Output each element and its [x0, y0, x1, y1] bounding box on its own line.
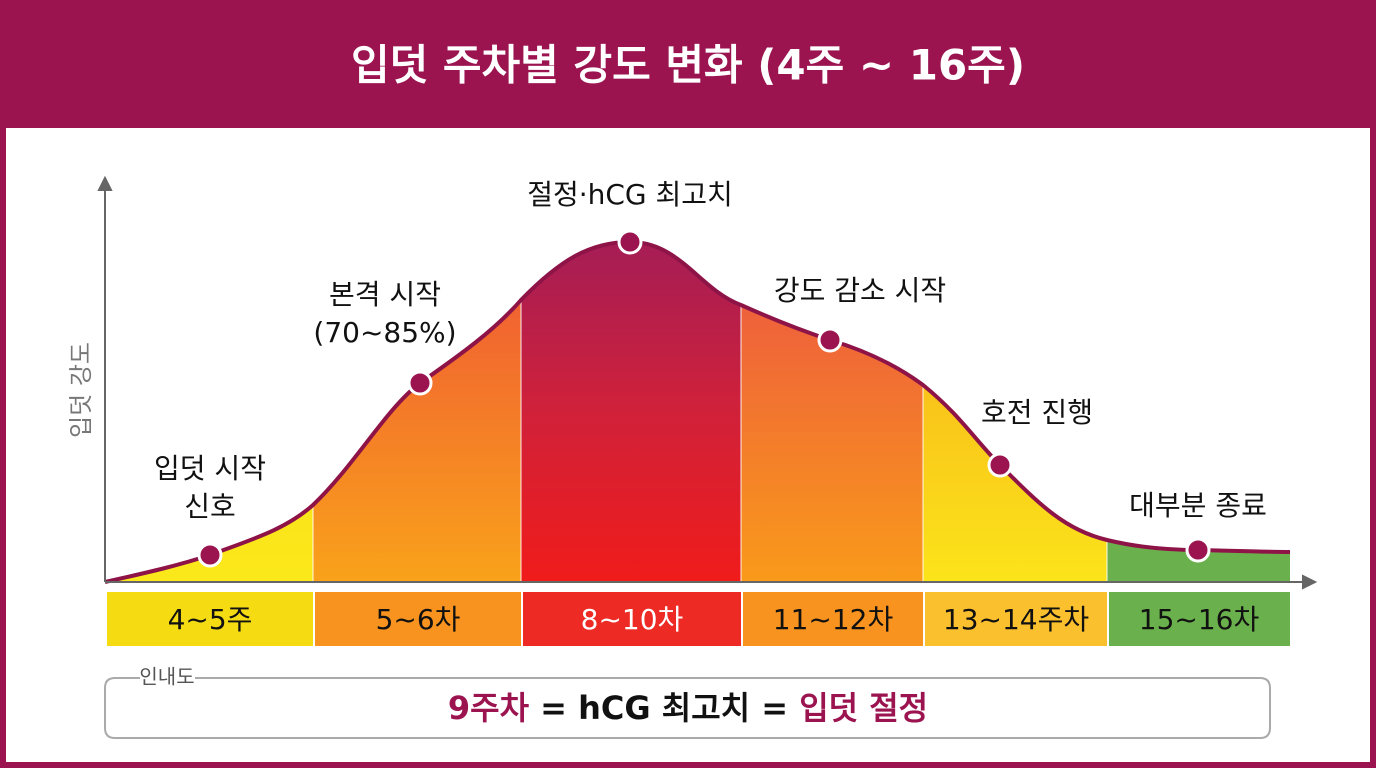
- period-box: [315, 592, 521, 646]
- legend-text: 9주차 = hCG 최고치 = 입덧 절정: [448, 689, 928, 727]
- legend-box: [104, 677, 1271, 739]
- title: 입덧 주차별 강도 변화 (4주 ~ 16주): [351, 41, 1025, 90]
- axis-arrow: [1302, 574, 1318, 590]
- legend-part: 9주차: [448, 689, 530, 727]
- period-label: 13~14주차: [943, 603, 1089, 636]
- axis-arrow: [97, 175, 113, 191]
- period-box: [1109, 592, 1290, 646]
- legend-part: = hCG 최고치 =: [529, 689, 799, 727]
- annotation: 절정·hCG 최고치: [527, 178, 733, 211]
- period-label: 4~5주: [168, 603, 253, 636]
- band: [521, 242, 741, 582]
- annotation: 신호: [184, 490, 236, 523]
- point: [617, 229, 643, 255]
- annotation: 대부분 종료: [1129, 489, 1267, 522]
- period-box: [925, 592, 1107, 646]
- period-box: [523, 592, 741, 646]
- annotation: 본격 시작: [329, 278, 441, 311]
- annotation: 입덧 시작: [154, 452, 266, 485]
- point: [1185, 537, 1211, 563]
- period-label: 11~12차: [773, 603, 893, 636]
- period-label: 5~6차: [376, 603, 461, 636]
- legend-part: 입덧 절정: [799, 689, 928, 727]
- legend-label: 인내도: [139, 665, 194, 689]
- point: [407, 370, 433, 396]
- curve: [104, 239, 1291, 584]
- period-box: [107, 592, 313, 646]
- y-axis-label: 입덧 강도: [67, 342, 95, 438]
- period-box: [743, 592, 923, 646]
- point: [987, 452, 1013, 478]
- period-label: 15~16차: [1139, 603, 1259, 636]
- annotation: (70~85%): [313, 316, 456, 349]
- period-label: 8~10차: [581, 603, 684, 636]
- annotation: 강도 감소 시작: [774, 274, 946, 307]
- point: [197, 542, 223, 568]
- annotation: 호전 진행: [981, 396, 1093, 429]
- point: [817, 327, 843, 353]
